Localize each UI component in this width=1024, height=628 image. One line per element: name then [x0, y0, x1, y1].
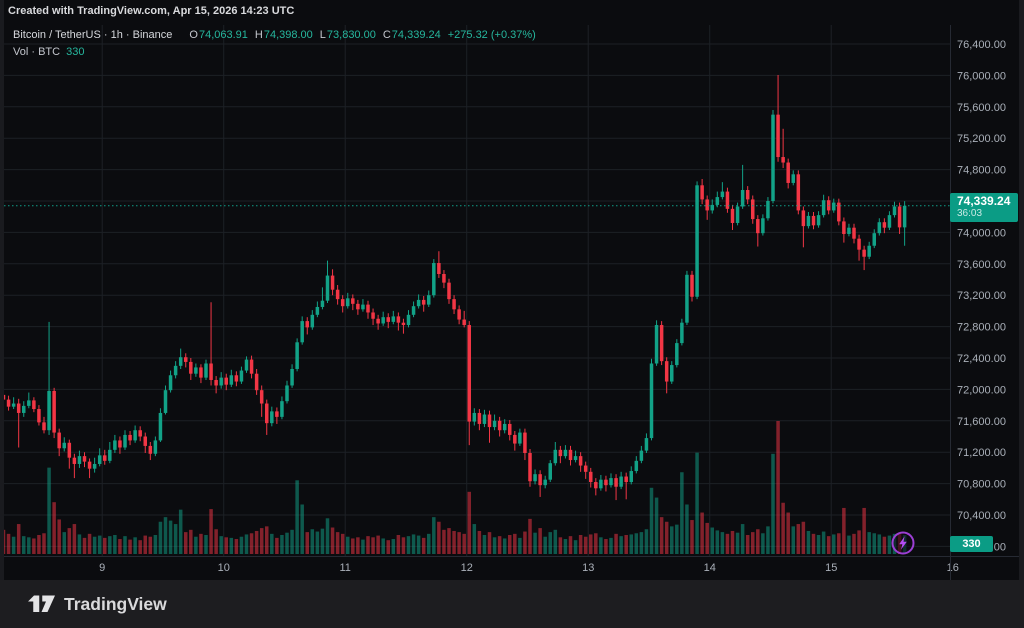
tradingview-logo[interactable]: [28, 595, 55, 614]
open-value: 74,063.91: [198, 29, 248, 41]
open-label: O: [189, 29, 198, 41]
price-axis-separator[interactable]: [950, 25, 951, 580]
svg-text:71,600.00: 71,600.00: [957, 416, 1006, 428]
current-price-badge: 74,339.24 36:03: [950, 193, 1018, 222]
svg-text:73,600.00: 73,600.00: [957, 259, 1006, 271]
low-label: L: [319, 29, 326, 41]
symbol-title: Bitcoin / TetherUS · 1h · Binance: [13, 29, 173, 41]
svg-text:71,200.00: 71,200.00: [957, 447, 1006, 459]
candlestick-chart[interactable]: 76,400.00 76,000.00 75,600.00 75,200.00 74,8…: [0, 0, 1024, 580]
boost-button[interactable]: [890, 530, 916, 556]
bar-countdown: 36:03: [957, 208, 983, 219]
svg-text:70,800.00: 70,800.00: [957, 479, 1006, 491]
current-volume-badge: 330: [950, 536, 993, 552]
time-axis-separator[interactable]: [0, 556, 1024, 557]
svg-text:72,400.00: 72,400.00: [957, 353, 1006, 365]
high-label: H: [254, 29, 263, 41]
legend-volume-row: Vol · BTC 330: [13, 46, 536, 58]
svg-text:11: 11: [340, 562, 351, 574]
svg-text:13: 13: [582, 562, 594, 574]
legend-ohlc-row: Bitcoin / TetherUS · 1h · Binance O74,063…: [13, 29, 536, 41]
svg-text:14: 14: [704, 562, 716, 574]
svg-text:74,800.00: 74,800.00: [957, 165, 1006, 177]
svg-text:70,400.00: 70,400.00: [957, 510, 1006, 522]
svg-text:75,600.00: 75,600.00: [957, 102, 1006, 114]
page-margin-left: [0, 0, 4, 580]
svg-text:9: 9: [99, 562, 105, 574]
current-price-value: 74,339.24: [957, 194, 1011, 208]
close-value: 74,339.24: [391, 29, 441, 41]
created-with-line: Created with TradingView.com, Apr 15, 20…: [8, 5, 295, 17]
svg-text:72,800.00: 72,800.00: [957, 322, 1006, 334]
close-label: C: [382, 29, 391, 41]
brand-text[interactable]: TradingView: [64, 593, 167, 614]
svg-text:73,200.00: 73,200.00: [957, 290, 1006, 302]
svg-text:76,000.00: 76,000.00: [957, 70, 1006, 82]
chart-legend: Bitcoin / TetherUS · 1h · Binance O74,063…: [13, 29, 536, 58]
svg-text:10: 10: [218, 562, 230, 574]
svg-text:74,000.00: 74,000.00: [957, 227, 1006, 239]
lightning-icon: [899, 536, 907, 550]
volume-label: Vol · BTC: [13, 46, 61, 58]
high-value: 74,398.00: [263, 29, 313, 41]
svg-text:75,200.00: 75,200.00: [957, 133, 1006, 145]
footer-bar: TradingView: [0, 580, 1024, 628]
svg-text:12: 12: [461, 562, 473, 574]
svg-text:16: 16: [947, 562, 959, 574]
svg-text:76,400.00: 76,400.00: [957, 39, 1006, 51]
page-margin-right: [1019, 0, 1024, 580]
change-value: +275.32 (+0.37%): [447, 29, 536, 41]
low-value: 73,830.00: [326, 29, 376, 41]
svg-text:72,000.00: 72,000.00: [957, 384, 1006, 396]
svg-text:15: 15: [825, 562, 837, 574]
volume-value: 330: [66, 46, 85, 58]
